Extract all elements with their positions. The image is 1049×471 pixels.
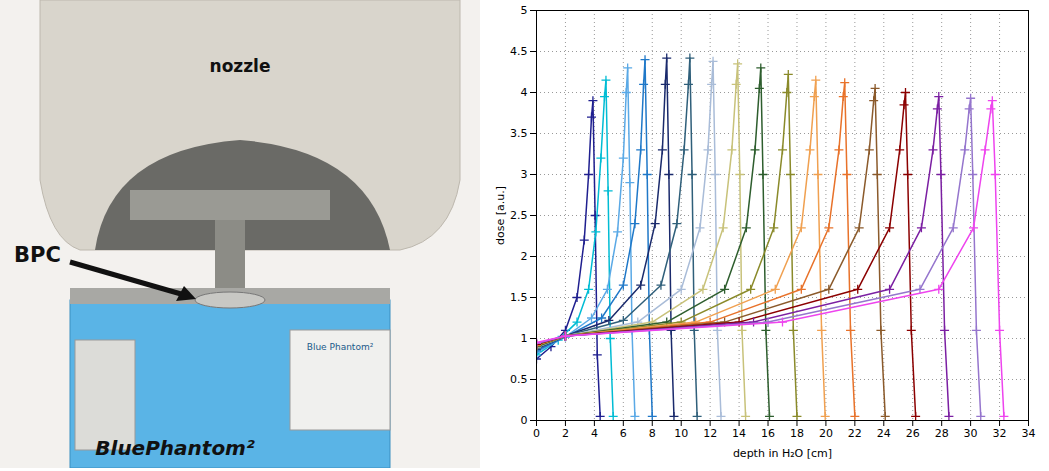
svg-text:Blue Phantom²: Blue Phantom² bbox=[307, 342, 374, 352]
svg-text:22: 22 bbox=[848, 427, 862, 440]
svg-text:10: 10 bbox=[674, 427, 688, 440]
svg-text:8: 8 bbox=[649, 427, 656, 440]
svg-text:BPC: BPC bbox=[14, 243, 61, 267]
svg-text:0: 0 bbox=[533, 427, 540, 440]
svg-text:18: 18 bbox=[790, 427, 804, 440]
svg-text:12: 12 bbox=[703, 427, 717, 440]
svg-text:4.5: 4.5 bbox=[510, 45, 528, 58]
svg-text:28: 28 bbox=[935, 427, 949, 440]
svg-text:24: 24 bbox=[877, 427, 891, 440]
svg-text:2.5: 2.5 bbox=[510, 209, 528, 222]
svg-text:3: 3 bbox=[521, 168, 528, 181]
svg-text:6: 6 bbox=[620, 427, 627, 440]
svg-text:nozzle: nozzle bbox=[210, 56, 271, 76]
svg-text:BluePhantom²: BluePhantom² bbox=[95, 436, 255, 460]
svg-text:30: 30 bbox=[964, 427, 978, 440]
svg-text:2: 2 bbox=[562, 427, 569, 440]
svg-text:1: 1 bbox=[521, 332, 528, 345]
svg-text:1.5: 1.5 bbox=[510, 291, 528, 304]
svg-text:3.5: 3.5 bbox=[510, 127, 528, 140]
svg-text:4: 4 bbox=[521, 86, 528, 99]
svg-text:5: 5 bbox=[521, 4, 528, 17]
svg-text:0.5: 0.5 bbox=[510, 373, 528, 386]
svg-text:dose [a.u.]: dose [a.u.] bbox=[494, 186, 507, 245]
svg-text:16: 16 bbox=[761, 427, 775, 440]
svg-text:4: 4 bbox=[591, 427, 598, 440]
svg-text:26: 26 bbox=[906, 427, 920, 440]
svg-text:depth in H₂O [cm]: depth in H₂O [cm] bbox=[733, 447, 832, 460]
svg-text:0: 0 bbox=[521, 414, 528, 427]
svg-text:2: 2 bbox=[521, 250, 528, 263]
svg-text:20: 20 bbox=[819, 427, 833, 440]
svg-text:34: 34 bbox=[1022, 427, 1036, 440]
svg-text:32: 32 bbox=[993, 427, 1007, 440]
svg-text:14: 14 bbox=[732, 427, 746, 440]
